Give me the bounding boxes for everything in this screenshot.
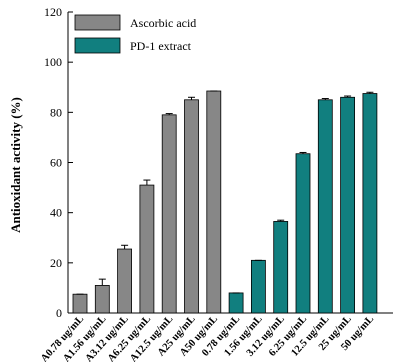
- y-tick-label: 120: [44, 5, 62, 19]
- bar: [161, 114, 177, 314]
- bar: [250, 259, 266, 314]
- legend: Ascorbic acid PD-1 extract: [74, 14, 196, 54]
- y-tick-label: 40: [50, 206, 62, 220]
- bar: [206, 90, 222, 314]
- bar: [117, 248, 132, 314]
- legend-label: PD-1 extract: [130, 39, 192, 53]
- y-tick-label: 80: [50, 105, 62, 119]
- bar: [317, 99, 333, 314]
- y-tick-label: 60: [50, 156, 62, 170]
- bar: [340, 96, 356, 314]
- legend-label: Ascorbic acid: [130, 16, 196, 30]
- y-tick-label: 100: [44, 55, 62, 69]
- legend-swatch: [74, 14, 121, 31]
- bar: [184, 99, 199, 314]
- bar: [72, 293, 88, 314]
- legend-swatch: [74, 37, 121, 54]
- bar: [362, 93, 378, 314]
- bar: [295, 153, 311, 314]
- y-tick-label: 0: [56, 306, 62, 320]
- bar: [139, 184, 155, 314]
- y-tick-label: 20: [50, 256, 62, 270]
- bar: [228, 292, 244, 314]
- bar: [273, 221, 289, 314]
- y-axis-label: Antioxidant activity (%): [8, 97, 23, 233]
- bar: [94, 285, 110, 314]
